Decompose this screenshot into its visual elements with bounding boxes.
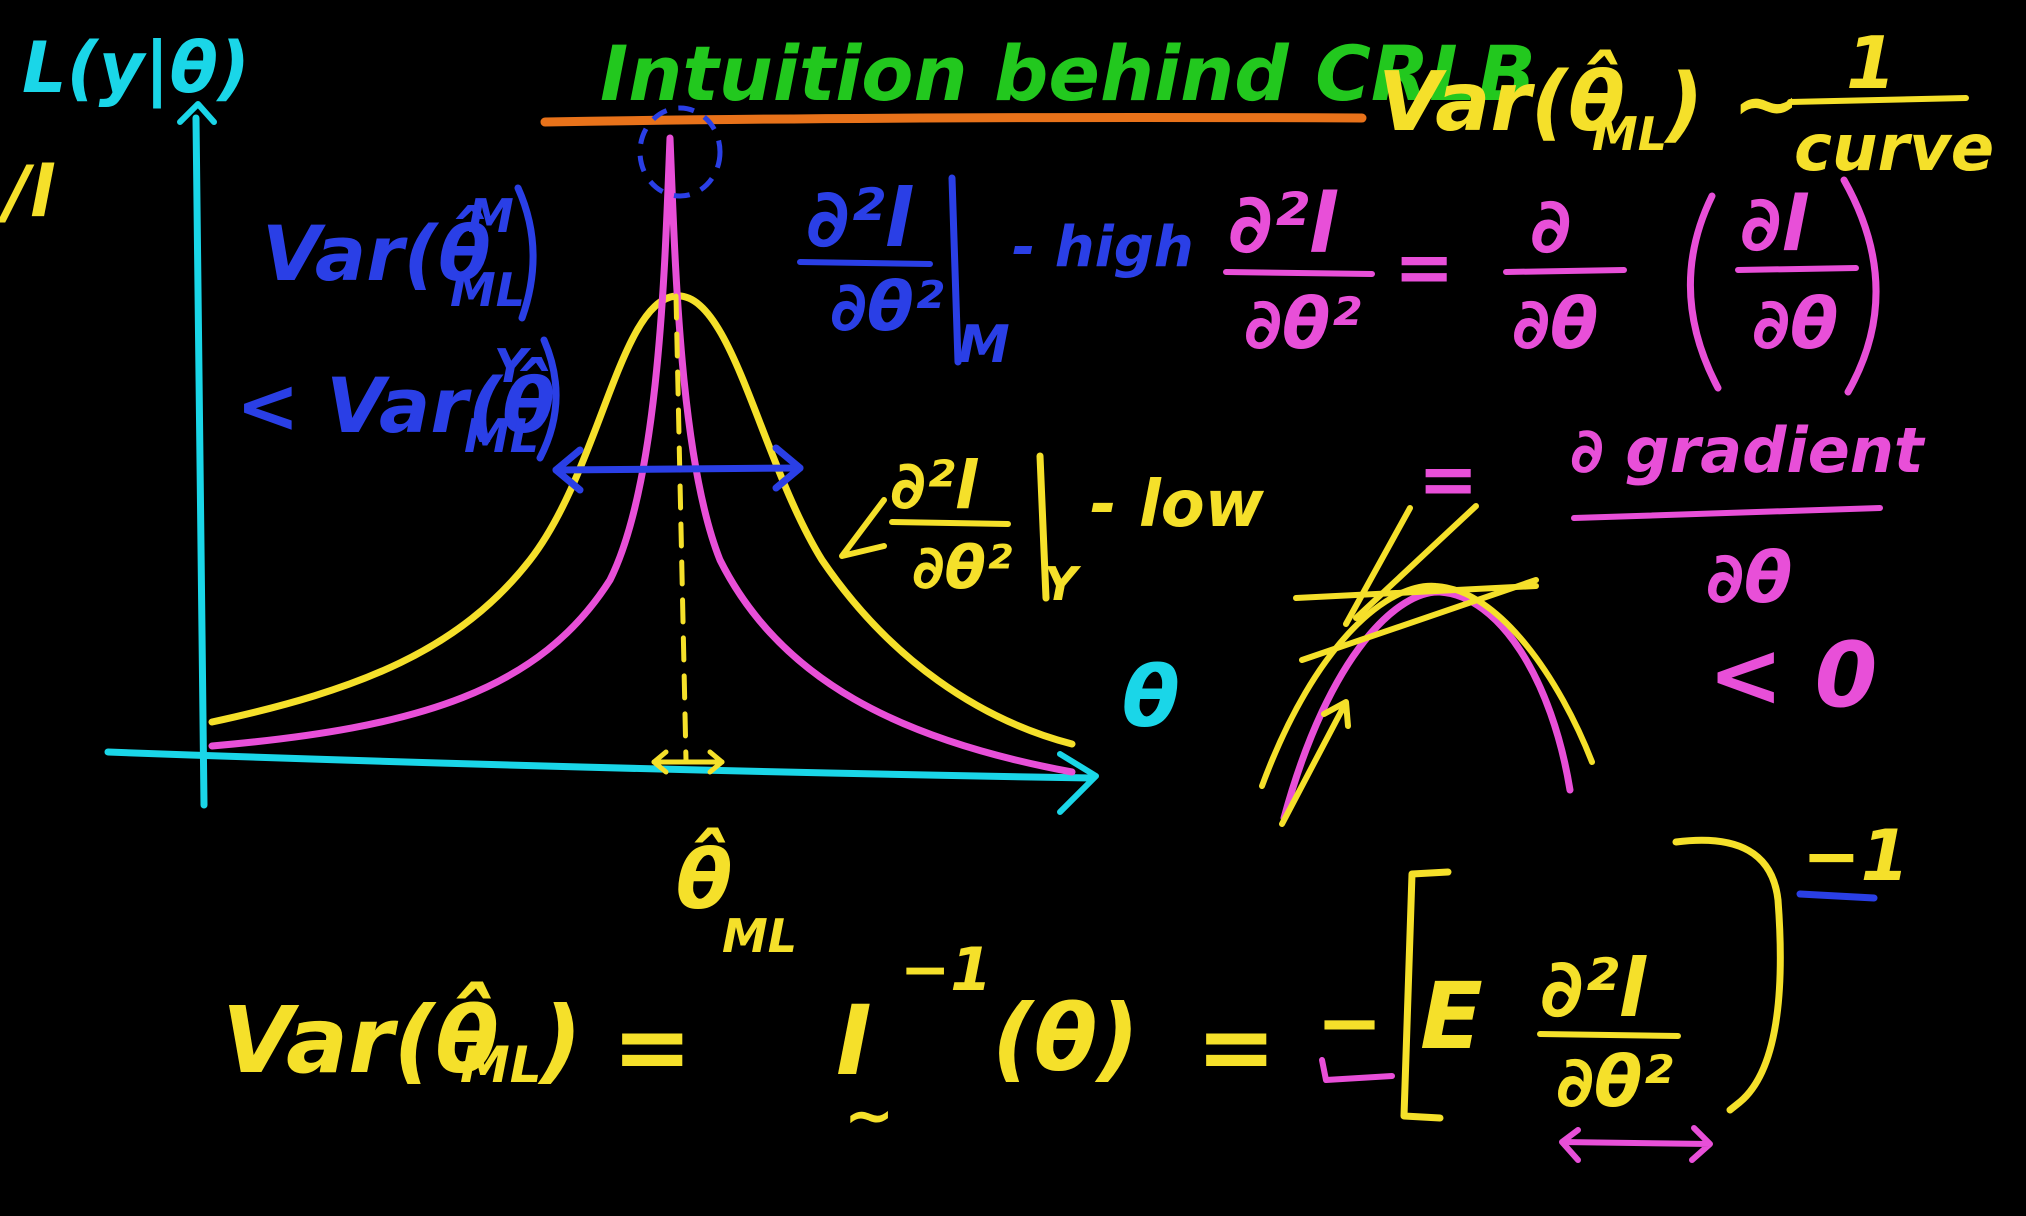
fisher-argument: (θ) xyxy=(992,985,1139,1092)
pink-open-paren xyxy=(1690,196,1718,388)
pink-d2l-denominator: ∂θ² xyxy=(1244,283,1361,365)
bottom-equals-1: = xyxy=(612,991,692,1103)
curve-numerator: 1 xyxy=(1846,21,1896,105)
d2l-y-numerator: ∂²l xyxy=(890,447,979,524)
fisher-tilde: ~ xyxy=(844,1081,894,1151)
concave-curve-sketch xyxy=(1284,592,1570,818)
wide-width-arrow xyxy=(556,468,800,470)
d2l-y-denominator: ∂θ² xyxy=(912,533,1012,603)
likelihood-axis-label: L(y|θ) xyxy=(22,27,250,109)
pink-d2l-fraction-bar xyxy=(1226,272,1372,274)
outer-exponent: −1 xyxy=(1802,815,1909,897)
denominator-highlight-arrow xyxy=(1562,1128,1710,1160)
low-pointer-arrow xyxy=(842,500,884,556)
pink-dl-numerator: ∂l xyxy=(1740,179,1808,268)
bottom-d2l-numerator: ∂²l xyxy=(1540,942,1648,1035)
var-curve-lhs: Var(θ̂ xyxy=(1378,49,1625,150)
d2l-y-eval-label: Y xyxy=(1044,557,1082,611)
bottom-var-close-paren: ) xyxy=(537,987,582,1094)
d2l-m-eval-label: M xyxy=(958,315,1010,375)
var-m-superscript: M xyxy=(468,189,514,243)
var-curve-subscript: ML xyxy=(1592,107,1667,161)
title-underline xyxy=(545,118,1362,123)
pink-d-numerator: ∂ xyxy=(1530,181,1571,270)
pink-dl-fraction-bar xyxy=(1738,268,1856,270)
pink-dl-denominator: ∂θ xyxy=(1752,283,1838,365)
curve-denominator: curve xyxy=(1794,112,1994,186)
pink-d-fraction-bar xyxy=(1506,270,1624,272)
bottom-var-subscript: ML xyxy=(460,1036,542,1094)
bottom-var-label: Var(θ̂ xyxy=(222,981,499,1094)
pink-close-paren xyxy=(1844,180,1876,392)
bottom-equals-2: = xyxy=(1196,991,1276,1103)
high-label: - high xyxy=(1012,215,1194,280)
expectation-operator: E xyxy=(1420,963,1483,1070)
theta-ml-subscript: ML xyxy=(722,909,797,963)
pink-equals: = xyxy=(1394,225,1454,309)
d2l-y-fraction-bar xyxy=(892,522,1008,524)
tangent-line-4 xyxy=(1356,506,1476,618)
x-axis-arrowhead xyxy=(1060,754,1096,812)
var-curve-rhs: ) ~ xyxy=(1663,57,1801,152)
bottom-d2l-fraction-bar xyxy=(1540,1034,1678,1036)
y-axis xyxy=(196,118,204,805)
x-axis xyxy=(108,752,1092,778)
d2l-m-denominator: ∂θ² xyxy=(830,268,944,347)
theta-axis-label: θ xyxy=(1122,648,1180,746)
var-m-subscript: ML xyxy=(450,263,525,317)
curve-fraction-bar xyxy=(1790,98,1966,102)
d2l-m-numerator: ∂²l xyxy=(806,172,914,265)
low-label: - low xyxy=(1090,468,1265,542)
gradient-fraction-bar xyxy=(1574,508,1880,518)
less-than-zero: < 0 xyxy=(1708,623,1877,728)
gradient-numerator: ∂ gradient xyxy=(1570,414,1926,487)
expectation-close-bracket xyxy=(1676,840,1780,1110)
var-y-subscript: ML xyxy=(464,409,539,463)
log-likelihood-label: /l xyxy=(0,151,55,233)
pink-d2l-numerator: ∂²l xyxy=(1228,177,1339,272)
fisher-exponent: −1 xyxy=(900,935,992,1005)
pink-d-denominator: ∂θ xyxy=(1512,283,1598,365)
var-y-superscript: Y xyxy=(494,339,532,393)
bottom-d2l-denominator: ∂θ² xyxy=(1556,1041,1673,1123)
d2l-m-fraction-bar xyxy=(800,262,930,264)
outer-exponent-underline xyxy=(1800,894,1874,898)
gradient-denominator: ∂θ xyxy=(1706,537,1792,619)
bottom-minus-sign: − xyxy=(1316,976,1383,1069)
